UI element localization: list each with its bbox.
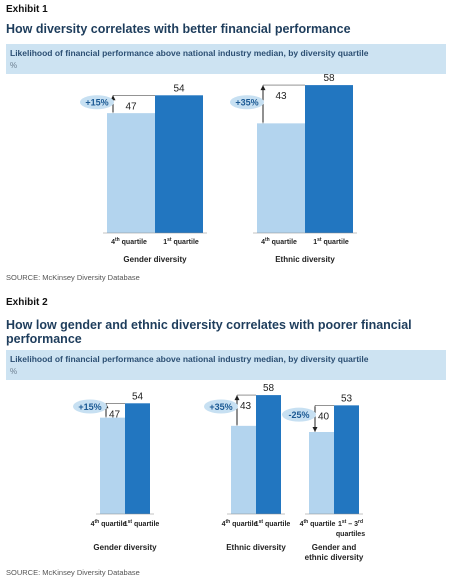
- c2-g1-bar-4th-quartile: [100, 417, 125, 514]
- c2-g3-difference-label: -25%: [288, 410, 309, 420]
- c1-g1-difference-label: +15%: [85, 98, 108, 108]
- exhibit2-unit: %: [10, 367, 18, 376]
- c1-g2-arrow-head: [260, 85, 266, 91]
- c2-g1-difference-label: +15%: [78, 402, 101, 412]
- c2-g2-bar-1st-quartile: [256, 395, 281, 514]
- c2-g3-value-label-1st: 53: [341, 393, 353, 404]
- c1-g1-category-label-4th: 4th​ quartile: [111, 237, 147, 246]
- c1-g1-category-label-1st: 1st​ quartile: [163, 237, 199, 246]
- c2-g1-bar-1st-quartile: [125, 403, 150, 514]
- exhibit2-title: How low gender and ethnic diversity corr…: [6, 318, 412, 346]
- exhibit1-label: Exhibit 1: [6, 4, 48, 15]
- c2-g3-category-label-4th: 4th​ quartile: [300, 519, 336, 528]
- c2-g2-value-label-1st: 58: [263, 383, 275, 394]
- c1-g1-group-label: Gender diversity: [123, 255, 187, 264]
- exhibit1-subtitle-bar: Likelihood of financial performance abov…: [6, 44, 446, 74]
- c2-g3-value-label-4th: 40: [318, 411, 330, 422]
- exhibit1-source: SOURCE: McKinsey Diversity Database: [6, 273, 140, 282]
- c2-g1-category-label-1st: 1st​ quartile: [124, 519, 160, 528]
- c1-g2-category-label-1st: 1st​ quartile: [313, 237, 349, 246]
- c2-g2-category-label-1st: 1st​ quartile: [255, 519, 291, 528]
- c2-g3-difference-badge: [282, 407, 316, 422]
- c2-g3-group-label: Gender and ethnic diversity: [305, 543, 364, 562]
- c2-g2-category-label-4th: 4th​ quartile: [222, 519, 258, 528]
- c1-g2-category-label-4th: 4th​ quartile: [261, 237, 297, 246]
- exhibit1-subtitle: Likelihood of financial performance abov…: [10, 48, 369, 58]
- exhibit2-source: SOURCE: McKinsey Diversity Database: [6, 568, 140, 577]
- c1-g2-bar-4th-quartile: [257, 123, 305, 233]
- c1-g2-value-label-1st: 58: [323, 73, 335, 84]
- c2-g1-group-label: Gender diversity: [93, 543, 157, 552]
- c2-g2-bar-4th-quartile: [231, 425, 256, 514]
- c2-g2-difference-badge: [204, 399, 238, 414]
- c2-g1-category-label-4th: 4th​ quartile: [91, 519, 127, 528]
- c2-g1-difference-badge: [73, 399, 107, 414]
- exhibit2-label: Exhibit 2: [6, 297, 48, 308]
- exhibit1-unit: %: [10, 61, 18, 70]
- c1-g2-group-label: Ethnic diversity: [275, 255, 335, 264]
- c2-g3-bar-4th-quartile: [309, 432, 334, 514]
- c2-g3-arrow-head: [312, 427, 318, 432]
- c1-g2-difference-badge: [230, 95, 264, 110]
- exhibit1-title: How diversity correlates with better fin…: [6, 22, 351, 36]
- c1-g1-value-label-1st: 54: [173, 83, 185, 94]
- c2-g2-difference-label: +35%: [209, 402, 232, 412]
- c1-g1-bar-4th-quartile: [107, 113, 155, 233]
- c2-g3-bar-1st-quartile: [334, 405, 359, 514]
- c2-g1-value-label-1st: 54: [132, 391, 144, 402]
- c1-g1-difference-badge: [80, 95, 114, 110]
- c1-g1-bar-1st-quartile: [155, 95, 203, 233]
- c2-g2-value-label-4th: 43: [240, 401, 252, 412]
- c1-g1-value-label-4th: 47: [125, 101, 137, 112]
- c2-g1-value-label-4th: 47: [109, 409, 121, 420]
- exhibit2-subtitle-bar: Likelihood of financial performance abov…: [6, 350, 446, 380]
- c1-g2-difference-label: +35%: [235, 98, 258, 108]
- c2-g2-group-label: Ethnic diversity: [226, 543, 286, 552]
- c1-g2-bar-1st-quartile: [305, 85, 353, 233]
- exhibit2-subtitle: Likelihood of financial performance abov…: [10, 354, 369, 364]
- c2-g2-arrow-head: [234, 395, 240, 401]
- c1-g2-value-label-4th: 43: [275, 91, 287, 102]
- c2-g3-category-label-1st: 1st​ – 3rd​quartiles: [336, 519, 365, 538]
